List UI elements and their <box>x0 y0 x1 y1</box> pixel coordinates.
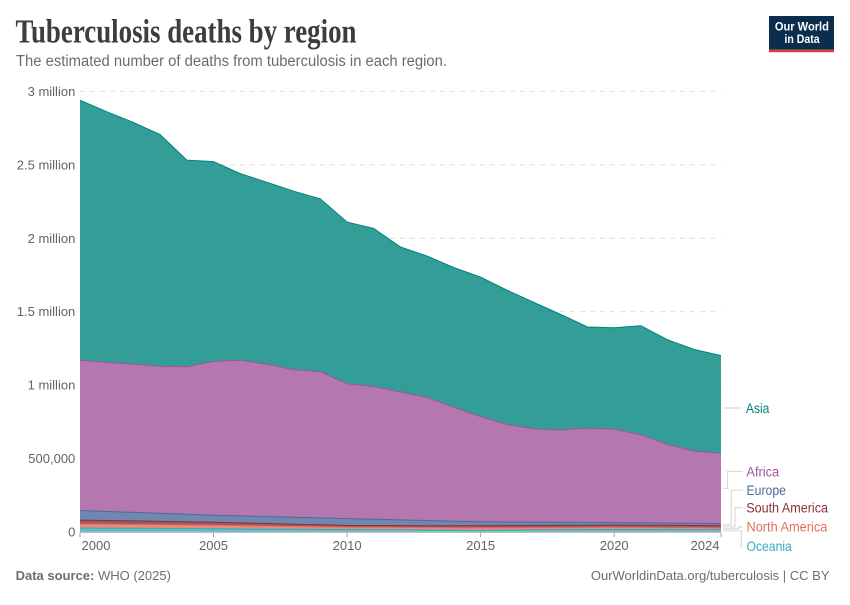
svg-text:2010: 2010 <box>333 538 362 553</box>
svg-text:OurWorldinData.org/tuberculosi: OurWorldinData.org/tuberculosis | CC BY <box>591 568 830 583</box>
svg-text:2000: 2000 <box>82 538 111 553</box>
svg-text:1.5 million: 1.5 million <box>17 304 76 319</box>
svg-text:South America: South America <box>746 500 828 516</box>
svg-text:Oceania: Oceania <box>747 538 792 554</box>
svg-text:2.5 million: 2.5 million <box>17 157 76 172</box>
svg-text:500,000: 500,000 <box>28 451 75 466</box>
svg-text:2015: 2015 <box>466 538 495 553</box>
svg-text:2 million: 2 million <box>28 231 76 246</box>
svg-text:Our World: Our World <box>775 20 829 34</box>
svg-text:in Data: in Data <box>784 32 819 46</box>
svg-text:North America: North America <box>747 519 828 535</box>
svg-text:2024: 2024 <box>691 538 720 553</box>
svg-text:Asia: Asia <box>746 400 770 416</box>
svg-text:Europe: Europe <box>747 482 787 498</box>
svg-text:1 million: 1 million <box>28 378 76 393</box>
svg-text:Tuberculosis deaths by region: Tuberculosis deaths by region <box>16 13 357 50</box>
svg-text:2005: 2005 <box>199 538 228 553</box>
svg-text:The estimated number of deaths: The estimated number of deaths from tube… <box>16 53 447 70</box>
svg-text:Data source: WHO (2025): Data source: WHO (2025) <box>16 568 171 583</box>
svg-text:2020: 2020 <box>600 538 629 553</box>
svg-text:Africa: Africa <box>746 463 779 479</box>
svg-text:0: 0 <box>68 524 75 539</box>
svg-text:3 million: 3 million <box>28 84 76 99</box>
